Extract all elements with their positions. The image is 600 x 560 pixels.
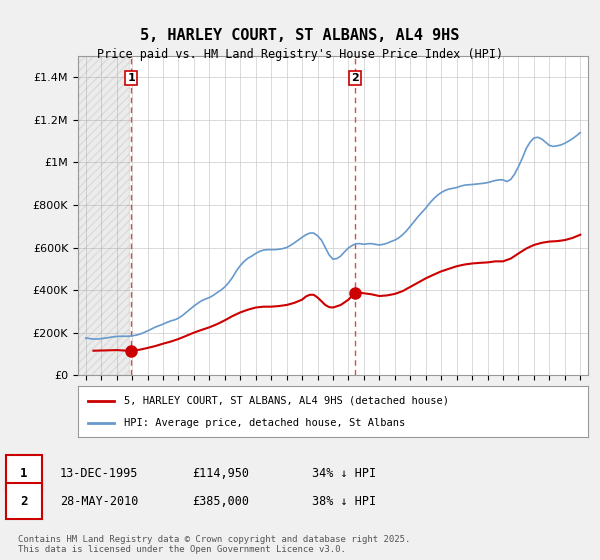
Text: 1: 1	[20, 466, 28, 480]
Text: Contains HM Land Registry data © Crown copyright and database right 2025.
This d: Contains HM Land Registry data © Crown c…	[18, 535, 410, 554]
Text: 5, HARLEY COURT, ST ALBANS, AL4 9HS (detached house): 5, HARLEY COURT, ST ALBANS, AL4 9HS (det…	[124, 395, 449, 405]
Text: 5, HARLEY COURT, ST ALBANS, AL4 9HS: 5, HARLEY COURT, ST ALBANS, AL4 9HS	[140, 28, 460, 43]
Text: 38% ↓ HPI: 38% ↓ HPI	[312, 494, 376, 508]
Text: £114,950: £114,950	[192, 466, 249, 480]
Text: 2: 2	[351, 73, 359, 83]
Text: 34% ↓ HPI: 34% ↓ HPI	[312, 466, 376, 480]
Text: £385,000: £385,000	[192, 494, 249, 508]
Text: Price paid vs. HM Land Registry's House Price Index (HPI): Price paid vs. HM Land Registry's House …	[97, 48, 503, 60]
Text: 28-MAY-2010: 28-MAY-2010	[60, 494, 139, 508]
Text: 1: 1	[127, 73, 135, 83]
Text: 2: 2	[20, 494, 28, 508]
Text: HPI: Average price, detached house, St Albans: HPI: Average price, detached house, St A…	[124, 418, 405, 428]
Text: 13-DEC-1995: 13-DEC-1995	[60, 466, 139, 480]
